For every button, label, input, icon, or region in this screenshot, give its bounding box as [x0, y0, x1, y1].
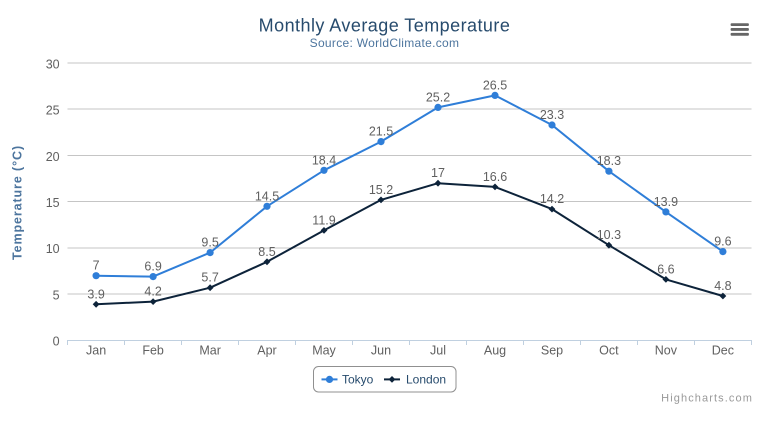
svg-text:Sep: Sep [541, 343, 563, 357]
svg-text:16.6: 16.6 [483, 170, 507, 184]
svg-text:10: 10 [46, 242, 60, 256]
svg-text:18.3: 18.3 [597, 154, 621, 168]
svg-text:18.4: 18.4 [312, 153, 336, 167]
svg-text:9.5: 9.5 [201, 236, 218, 250]
svg-text:26.5: 26.5 [483, 78, 507, 92]
svg-text:7: 7 [93, 259, 100, 273]
svg-text:4.2: 4.2 [144, 285, 161, 299]
svg-text:6.6: 6.6 [657, 262, 674, 276]
svg-text:Jul: Jul [430, 343, 446, 357]
svg-text:Jan: Jan [86, 343, 106, 357]
svg-text:Apr: Apr [257, 343, 276, 357]
svg-text:Jun: Jun [371, 343, 391, 357]
svg-text:Oct: Oct [599, 343, 619, 357]
svg-text:23.3: 23.3 [540, 108, 564, 122]
svg-text:3.9: 3.9 [87, 287, 104, 301]
svg-text:Tokyo: Tokyo [342, 372, 374, 386]
svg-text:Nov: Nov [655, 343, 678, 357]
svg-text:0: 0 [53, 334, 60, 348]
svg-text:Aug: Aug [484, 343, 506, 357]
svg-text:17: 17 [431, 166, 445, 180]
svg-text:25: 25 [46, 104, 60, 118]
svg-text:Source: WorldClimate.com: Source: WorldClimate.com [310, 36, 460, 50]
svg-text:May: May [312, 343, 336, 357]
svg-text:5: 5 [53, 289, 60, 303]
svg-text:9.6: 9.6 [714, 235, 731, 249]
svg-text:30: 30 [46, 57, 60, 71]
svg-text:20: 20 [46, 150, 60, 164]
svg-text:4.8: 4.8 [714, 279, 731, 293]
svg-text:15.2: 15.2 [369, 183, 393, 197]
svg-text:Temperature (°C): Temperature (°C) [11, 145, 25, 260]
svg-text:25.2: 25.2 [426, 90, 450, 104]
svg-text:14.5: 14.5 [255, 189, 279, 203]
svg-text:Mar: Mar [199, 343, 221, 357]
svg-text:14.2: 14.2 [540, 192, 564, 206]
svg-text:6.9: 6.9 [144, 260, 161, 274]
svg-text:15: 15 [46, 196, 60, 210]
svg-text:5.7: 5.7 [201, 271, 218, 285]
svg-text:11.9: 11.9 [312, 213, 335, 227]
svg-text:Highcharts.com: Highcharts.com [661, 393, 753, 405]
svg-text:8.5: 8.5 [258, 245, 275, 259]
svg-text:10.3: 10.3 [597, 228, 621, 242]
svg-text:Feb: Feb [142, 343, 164, 357]
svg-text:Monthly Average Temperature: Monthly Average Temperature [259, 16, 511, 36]
svg-text:21.5: 21.5 [369, 125, 393, 139]
svg-text:13.9: 13.9 [654, 195, 678, 209]
svg-text:London: London [406, 372, 446, 386]
svg-text:Dec: Dec [712, 343, 734, 357]
